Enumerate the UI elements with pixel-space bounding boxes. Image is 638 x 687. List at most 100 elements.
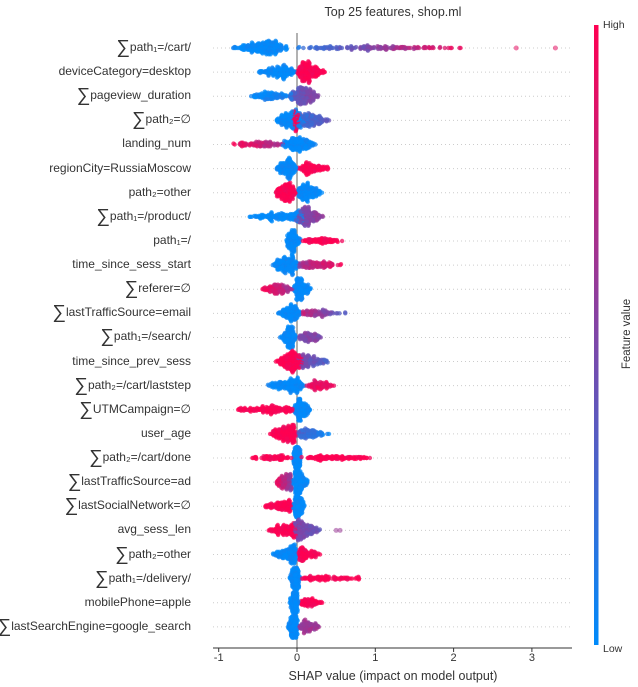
shap-point [273,261,278,266]
shap-point [283,271,288,276]
shap-point [296,276,301,281]
shap-point [308,185,314,190]
shap-point [327,384,333,389]
shap-point [276,387,281,392]
shap-point [293,218,299,223]
shap-point [365,48,371,53]
shap-point [296,145,302,151]
shap-point [279,122,284,128]
shap-point [313,237,318,242]
shap-point [284,139,289,144]
shap-point [361,44,366,50]
feature-row-points [230,38,558,57]
shap-point [274,290,279,295]
shap-point [277,186,282,191]
shap-point [315,380,321,386]
shap-point [288,211,293,217]
shap-point [325,164,330,169]
shap-point [316,72,321,78]
shap-point [290,272,295,278]
shap-point [319,167,324,172]
shap-point [266,144,271,149]
shap-point [306,64,311,69]
shap-point [290,408,295,413]
shap-point [305,353,311,358]
shap-point [266,73,271,78]
shap-point [388,45,394,51]
shap-point [300,291,305,296]
shap-point [272,143,277,148]
shap-point [278,67,283,72]
shap-point [248,409,253,414]
shap-point [316,386,321,391]
shap-point [246,43,251,48]
shap-point [264,404,269,410]
shap-point [267,217,273,222]
shap-point [304,137,309,143]
shap-point [253,94,258,100]
shap-point [280,92,285,97]
feature-row-points [284,228,345,254]
shap-point [265,96,270,102]
shap-point [296,67,302,72]
shap-point [289,229,294,235]
shap-point [306,282,311,287]
shap-point [334,46,339,52]
shap-point [306,80,312,86]
shap-point [298,85,303,90]
shap-point [264,39,269,44]
shap-point [284,285,289,290]
shap-point [258,144,263,149]
shap-point [296,186,302,192]
feature-row-points [276,302,348,324]
shap-point [296,418,301,423]
shap-point [283,47,289,52]
shap-point [266,212,271,218]
shap-point [274,194,280,199]
shap-point [302,413,307,419]
shap-point [282,254,287,260]
shap-point [293,243,298,248]
shap-point [324,119,329,124]
shap-point [315,114,321,120]
feature-row-points [274,155,331,182]
feature-row-points [265,375,337,396]
shap-point [310,95,315,101]
shap-point [275,143,280,148]
shap-point [281,355,286,361]
shap-point [289,68,294,73]
shap-point [297,220,303,225]
shap-point [398,44,403,50]
shap-point [282,307,287,312]
shap-point [301,169,306,174]
shap-point [321,239,327,245]
shap-point [265,382,271,387]
shap-point [304,112,310,118]
shap-point [312,313,317,319]
shap-point [282,339,288,345]
shap-point [238,45,243,51]
shap-point [294,364,299,370]
shap-point [448,45,453,51]
shap-point [332,237,338,243]
shap-point [322,309,327,314]
shap-point [278,362,283,367]
shap-point [253,143,258,148]
shap-point [263,69,268,74]
shap-point [237,141,243,146]
shap-point [298,209,303,214]
shap-point [301,352,306,357]
shap-point [296,353,301,358]
shap-point [298,385,303,390]
shap-point [268,139,273,144]
shap-point [278,379,283,385]
shap-point [289,252,295,257]
shap-point [298,75,303,80]
shap-point [275,64,280,69]
shap-point [303,363,309,368]
shap-point [285,324,291,329]
shap-point [315,362,320,367]
shap-point [291,304,296,310]
shap-point [281,194,287,199]
shap-point [300,296,305,301]
